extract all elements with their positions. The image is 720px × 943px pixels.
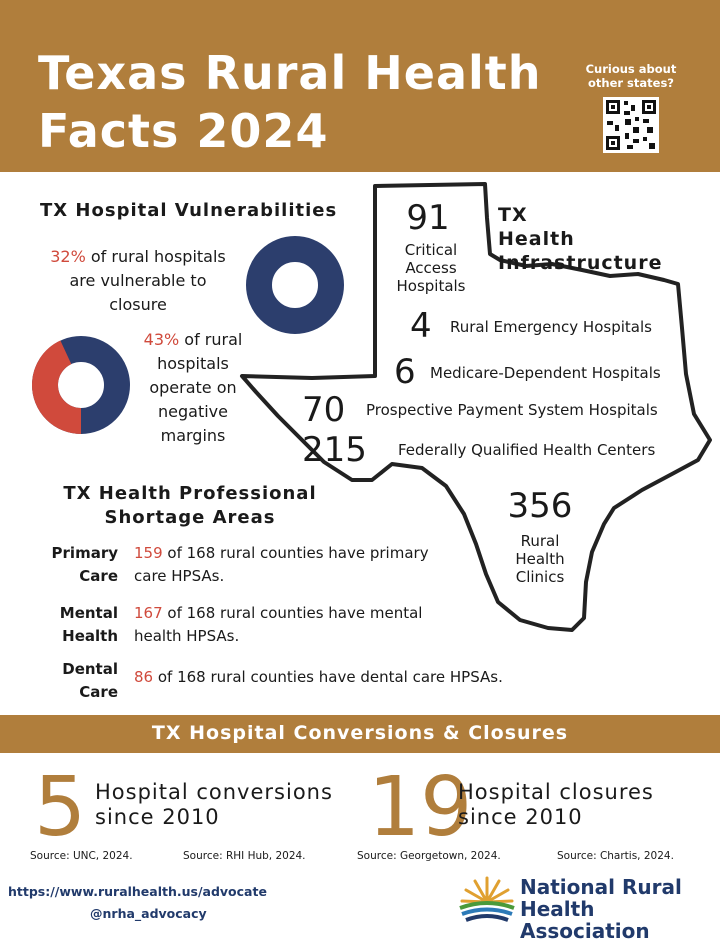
infra-label-rural-health-clinics: Rural Health Clinics (515, 532, 565, 586)
infra-value-fqhc: 215 (302, 430, 367, 470)
twitter-handle-link[interactable]: @nrha_advocacy (90, 906, 207, 921)
conversions-text: Hospital conversions since 2010 (95, 780, 333, 829)
conversions-value: 5 (34, 760, 87, 855)
hpsa-count-mental: 167 (134, 604, 163, 622)
donut-2-slice (32, 336, 130, 434)
vulnerability-text-2: 43% of rural hospitals operate on negati… (143, 330, 243, 445)
infra-value-rural-emergency: 4 (410, 306, 432, 346)
page-title: Texas Rural Health Facts 2024 (38, 46, 542, 158)
infra-value-pps: 70 (302, 390, 346, 430)
source-chartis: Source: Chartis, 2024. (557, 850, 674, 862)
infra-value-rural-health-clinics: 356 (507, 486, 573, 526)
closures-text: Hospital closures since 2010 (458, 780, 654, 829)
hpsa-count-dental: 86 (134, 668, 154, 686)
nrha-logo-icon (459, 876, 515, 922)
infra-label-rural-emergency: Rural Emergency Hospitals (450, 318, 652, 336)
infra-label-medicare-dependent: Medicare-Dependent Hospitals (430, 364, 661, 382)
advocate-link[interactable]: https://www.ruralhealth.us/advocate (8, 884, 267, 899)
hpsa-text-mental: 167 of 168 rural counties have mental he… (134, 604, 423, 645)
nrha-name: National Rural Health Association (520, 875, 682, 943)
infra-value-critical-access: 91 (406, 198, 450, 238)
donut-chart-1 (246, 236, 344, 334)
hpsa-label-primary: Primary Care (51, 544, 118, 585)
infrastructure-title: TX Health Infrastructure (498, 204, 663, 274)
vulnerability-text-1: 32% of rural hospitals are vulnerable to… (50, 247, 226, 314)
infra-value-medicare-dependent: 6 (394, 352, 416, 392)
hpsa-title: TX Health Professional Shortage Areas (63, 483, 317, 528)
source-unc: Source: UNC, 2024. (30, 850, 133, 862)
donut-chart-2 (32, 336, 130, 434)
vulnerability-percent-2: 43% (143, 330, 180, 349)
infra-label-fqhc: Federally Qualified Health Centers (398, 441, 656, 459)
conversions-title: TX Hospital Conversions & Closures (151, 722, 569, 744)
source-rhi-hub: Source: RHI Hub, 2024. (183, 850, 306, 862)
infra-label-critical-access: Critical Access Hospitals (396, 241, 466, 295)
closures-value: 19 (368, 760, 473, 855)
hpsa-label-mental: Mental Health (59, 604, 118, 645)
vulnerabilities-title: TX Hospital Vulnerabilities (40, 200, 338, 221)
texas-outline-map (240, 182, 712, 632)
hpsa-text-dental: 86 of 168 rural counties have dental car… (134, 668, 503, 686)
qr-prompt: Curious about other states? (585, 62, 677, 90)
hpsa-label-dental: Dental Care (62, 660, 118, 701)
hpsa-count-primary: 159 (134, 544, 163, 562)
texas-outline-path (240, 182, 712, 632)
infra-label-pps: Prospective Payment System Hospitals (366, 401, 658, 419)
header-banner (0, 0, 720, 172)
conversions-band (0, 715, 720, 753)
vulnerability-percent-1: 32% (50, 247, 86, 266)
source-georgetown: Source: Georgetown, 2024. (357, 850, 501, 862)
donut-1-remainder (246, 236, 344, 334)
hpsa-text-primary: 159 of 168 rural counties have primary c… (134, 544, 429, 585)
qr-code-icon[interactable] (603, 97, 659, 153)
